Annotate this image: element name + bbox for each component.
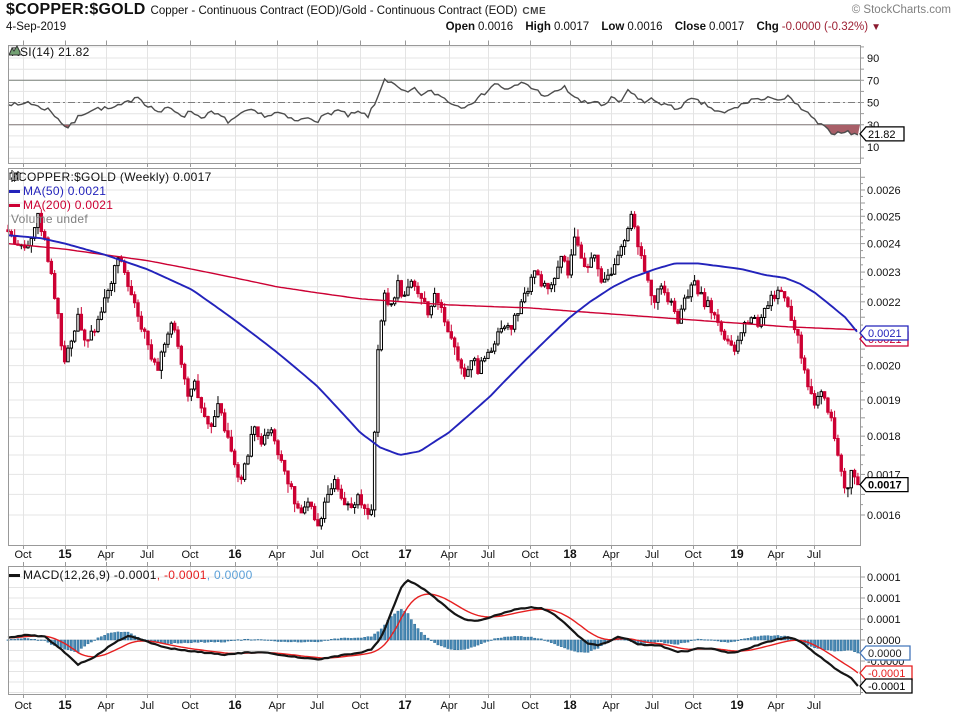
- svg-text:Apr: Apr: [268, 549, 285, 561]
- svg-text:0.0000: 0.0000: [868, 648, 902, 660]
- svg-text:Oct: Oct: [521, 700, 538, 712]
- close-label: Close: [674, 21, 707, 33]
- svg-text:Apr: Apr: [767, 549, 784, 561]
- svg-text:-0.0001: -0.0001: [868, 681, 905, 693]
- svg-text:19: 19: [730, 698, 744, 712]
- svg-text:16: 16: [228, 698, 242, 712]
- svg-text:0.0021: 0.0021: [868, 328, 902, 340]
- svg-text:0.0025: 0.0025: [867, 211, 901, 223]
- svg-text:Oct: Oct: [14, 700, 31, 712]
- high-value: 0.0017: [553, 21, 590, 33]
- chg-value: -0.0000 (-0.32%): [781, 21, 869, 33]
- svg-text:0.0001: 0.0001: [867, 593, 901, 605]
- svg-text:0.0024: 0.0024: [867, 239, 901, 251]
- svg-text:0.0017: 0.0017: [868, 480, 902, 492]
- svg-text:Oct: Oct: [684, 549, 701, 561]
- ma50-swatch: [9, 190, 20, 193]
- svg-text:-0.0001: -0.0001: [868, 668, 905, 680]
- svg-text:0.0020: 0.0020: [867, 361, 901, 373]
- svg-text:Jul: Jul: [140, 549, 154, 561]
- svg-text:Jul: Jul: [310, 700, 324, 712]
- svg-text:0.0022: 0.0022: [867, 297, 901, 309]
- stockcharts-credit-link[interactable]: © StockCharts.com: [851, 4, 951, 16]
- ma200-legend-label: MA(200) 0.0021: [23, 198, 114, 212]
- svg-text:Oct: Oct: [684, 700, 701, 712]
- svg-text:21.82: 21.82: [868, 129, 896, 141]
- svg-text:Oct: Oct: [351, 700, 368, 712]
- ma50-legend-label: MA(50) 0.0021: [23, 184, 107, 198]
- svg-text:90: 90: [867, 53, 879, 65]
- ma200-swatch: [9, 204, 20, 207]
- svg-text:Oct: Oct: [521, 549, 538, 561]
- svg-text:0.0023: 0.0023: [867, 267, 901, 279]
- svg-text:70: 70: [867, 75, 879, 87]
- low-value: 0.0016: [627, 21, 663, 33]
- svg-text:18: 18: [563, 547, 577, 561]
- low-label: Low: [601, 21, 625, 33]
- svg-text:Apr: Apr: [767, 700, 784, 712]
- svg-text:Oct: Oct: [181, 549, 198, 561]
- high-label: High: [525, 21, 551, 33]
- svg-text:Oct: Oct: [351, 549, 368, 561]
- price-legend: $COPPER:$GOLD (Weekly) 0.0017 MA(50) 0.0…: [9, 170, 212, 226]
- ohlc-quote: Open 0.0016 High 0.0017 Low 0.0016 Close 0.0…: [437, 21, 881, 33]
- svg-text:18: 18: [563, 698, 577, 712]
- chg-label: Chg: [756, 21, 779, 33]
- chart-header: $COPPER:$GOLD Copper - Continuous Contrac…: [6, 1, 953, 19]
- svg-text:Jul: Jul: [140, 700, 154, 712]
- macd-line-swatch: [9, 574, 20, 577]
- open-value: 0.0016: [477, 21, 514, 33]
- open-label: Open: [445, 21, 475, 33]
- svg-text:15: 15: [58, 547, 72, 561]
- svg-text:Jul: Jul: [645, 549, 659, 561]
- svg-text:0.0001: 0.0001: [867, 572, 901, 584]
- svg-text:16: 16: [228, 547, 242, 561]
- svg-text:Apr: Apr: [440, 549, 457, 561]
- exchange-label: CME: [522, 6, 547, 17]
- svg-text:Jul: Jul: [481, 700, 495, 712]
- macd-signal-legend: , -0.0001: [156, 568, 207, 582]
- svg-text:Apr: Apr: [97, 700, 114, 712]
- svg-text:0.0000: 0.0000: [867, 635, 901, 647]
- ticker-symbol: $COPPER:$GOLD: [6, 1, 146, 18]
- svg-text:Oct: Oct: [181, 700, 198, 712]
- svg-text:Apr: Apr: [268, 700, 285, 712]
- svg-text:0.0018: 0.0018: [867, 431, 901, 443]
- macd-legend-label: MACD(12,26,9) -0.0001: [23, 568, 157, 582]
- chg-dropdown-icon[interactable]: ▼: [871, 22, 881, 33]
- macd-legend: MACD(12,26,9) -0.0001, -0.0001, 0.0000: [9, 568, 253, 582]
- volume-legend-label: Volume undef: [11, 212, 88, 226]
- rsi-legend: RSI(14) 21.82: [9, 45, 90, 59]
- svg-text:Jul: Jul: [807, 549, 821, 561]
- svg-text:Jul: Jul: [645, 700, 659, 712]
- svg-text:10: 10: [867, 142, 879, 154]
- quote-date: 4-Sep-2019: [6, 21, 67, 33]
- svg-text:Jul: Jul: [310, 549, 324, 561]
- svg-text:0.0001: 0.0001: [867, 614, 901, 626]
- svg-text:Jul: Jul: [481, 549, 495, 561]
- svg-text:Apr: Apr: [97, 549, 114, 561]
- svg-text:0.0026: 0.0026: [867, 185, 901, 197]
- price-legend-label: $COPPER:$GOLD (Weekly) 0.0017: [11, 170, 212, 184]
- svg-text:Apr: Apr: [602, 549, 619, 561]
- close-value: 0.0017: [709, 21, 745, 33]
- svg-text:Apr: Apr: [602, 700, 619, 712]
- svg-text:17: 17: [398, 547, 412, 561]
- svg-text:50: 50: [867, 98, 879, 110]
- macd-hist-legend: , 0.0000: [206, 568, 253, 582]
- svg-text:0.0019: 0.0019: [867, 395, 901, 407]
- svg-text:Apr: Apr: [440, 700, 457, 712]
- rsi-legend-label: RSI(14) 21.82: [11, 45, 90, 59]
- svg-text:17: 17: [398, 698, 412, 712]
- ticker-description: Copper - Continuous Contract (EOD)/Gold …: [150, 5, 518, 17]
- svg-text:0.0016: 0.0016: [867, 510, 901, 522]
- svg-text:15: 15: [58, 698, 72, 712]
- svg-text:19: 19: [730, 547, 744, 561]
- svg-text:Oct: Oct: [14, 549, 31, 561]
- svg-text:Jul: Jul: [807, 700, 821, 712]
